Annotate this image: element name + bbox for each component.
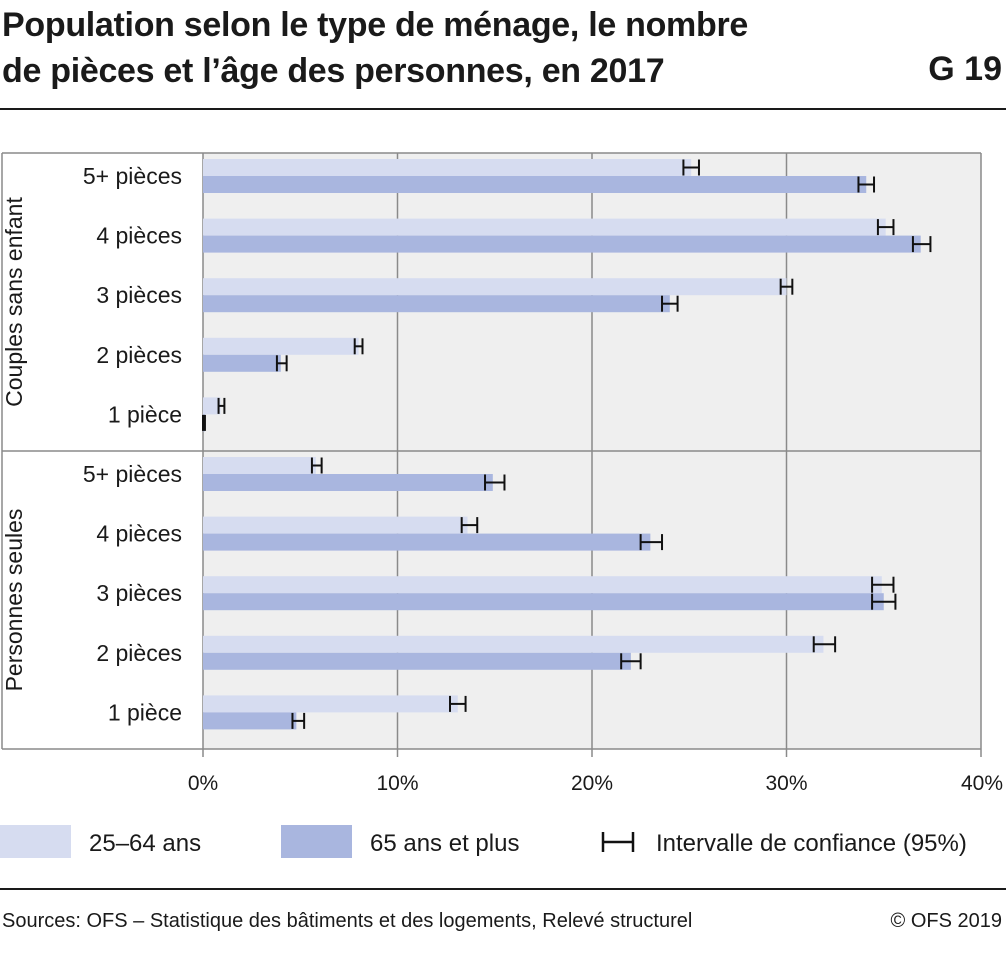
- bar: [203, 695, 458, 713]
- category-label: 2 pièces: [96, 640, 182, 666]
- bar: [203, 278, 787, 296]
- category-label: 5+ pièces: [83, 461, 182, 487]
- x-tick-label: 10%: [376, 772, 418, 795]
- chart-title-line2: de pièces et l’âge des personnes, en 201…: [2, 52, 665, 90]
- bar: [203, 635, 824, 653]
- category-label: 3 pièces: [96, 580, 182, 606]
- legend-label-25-64: 25–64 ans: [89, 830, 201, 857]
- bar: [203, 516, 468, 534]
- bar: [203, 159, 692, 176]
- bar: [203, 576, 882, 594]
- chart-title: Population selon le type de ménage, le n…: [2, 2, 882, 94]
- category-label: 1 pièce: [108, 401, 182, 427]
- bar: [203, 712, 297, 730]
- x-tick-label: 20%: [571, 772, 613, 795]
- category-label: 4 pièces: [96, 223, 182, 249]
- bar: [203, 397, 221, 415]
- bar: [203, 176, 867, 193]
- legend-label-ci: Intervalle de confiance (95%): [656, 830, 967, 857]
- category-label: 4 pièces: [96, 521, 182, 547]
- bar: [203, 652, 631, 670]
- bottom-rule: [0, 888, 1006, 890]
- x-tick-label: 0%: [188, 772, 218, 795]
- bar: [203, 295, 670, 313]
- category-label: 2 pièces: [96, 342, 182, 368]
- bar: [203, 533, 651, 551]
- copyright: © OFS 2019: [890, 910, 1002, 932]
- group-label: Personnes seules: [1, 509, 27, 692]
- bar: [203, 474, 493, 491]
- chart-title-line1: Population selon le type de ménage, le n…: [2, 6, 748, 44]
- bar-chart: Couples sans enfant 5+ pièces 4 pièces 3 pi…: [0, 152, 1003, 858]
- category-label: 5+ pièces: [83, 163, 182, 189]
- bar: [203, 218, 886, 236]
- x-tick-label: 40%: [961, 772, 1003, 795]
- x-tick-label: 30%: [765, 772, 807, 795]
- category-label: 3 pièces: [96, 282, 182, 308]
- figure-number: G 19: [928, 50, 1002, 88]
- bar: [203, 593, 884, 611]
- group-label: Couples sans enfant: [1, 197, 27, 407]
- bar: [203, 235, 921, 253]
- legend-label-65plus: 65 ans et plus: [370, 830, 519, 857]
- bar: [203, 457, 316, 474]
- legend-swatch-25-64: [0, 825, 71, 858]
- bar: [203, 337, 359, 355]
- category-label: 1 pièce: [108, 699, 182, 725]
- legend-swatch-65plus: [281, 825, 352, 858]
- source-note: Sources: OFS – Statistique des bâtiments…: [2, 910, 693, 932]
- bar: [203, 354, 281, 372]
- top-rule: [0, 108, 1006, 110]
